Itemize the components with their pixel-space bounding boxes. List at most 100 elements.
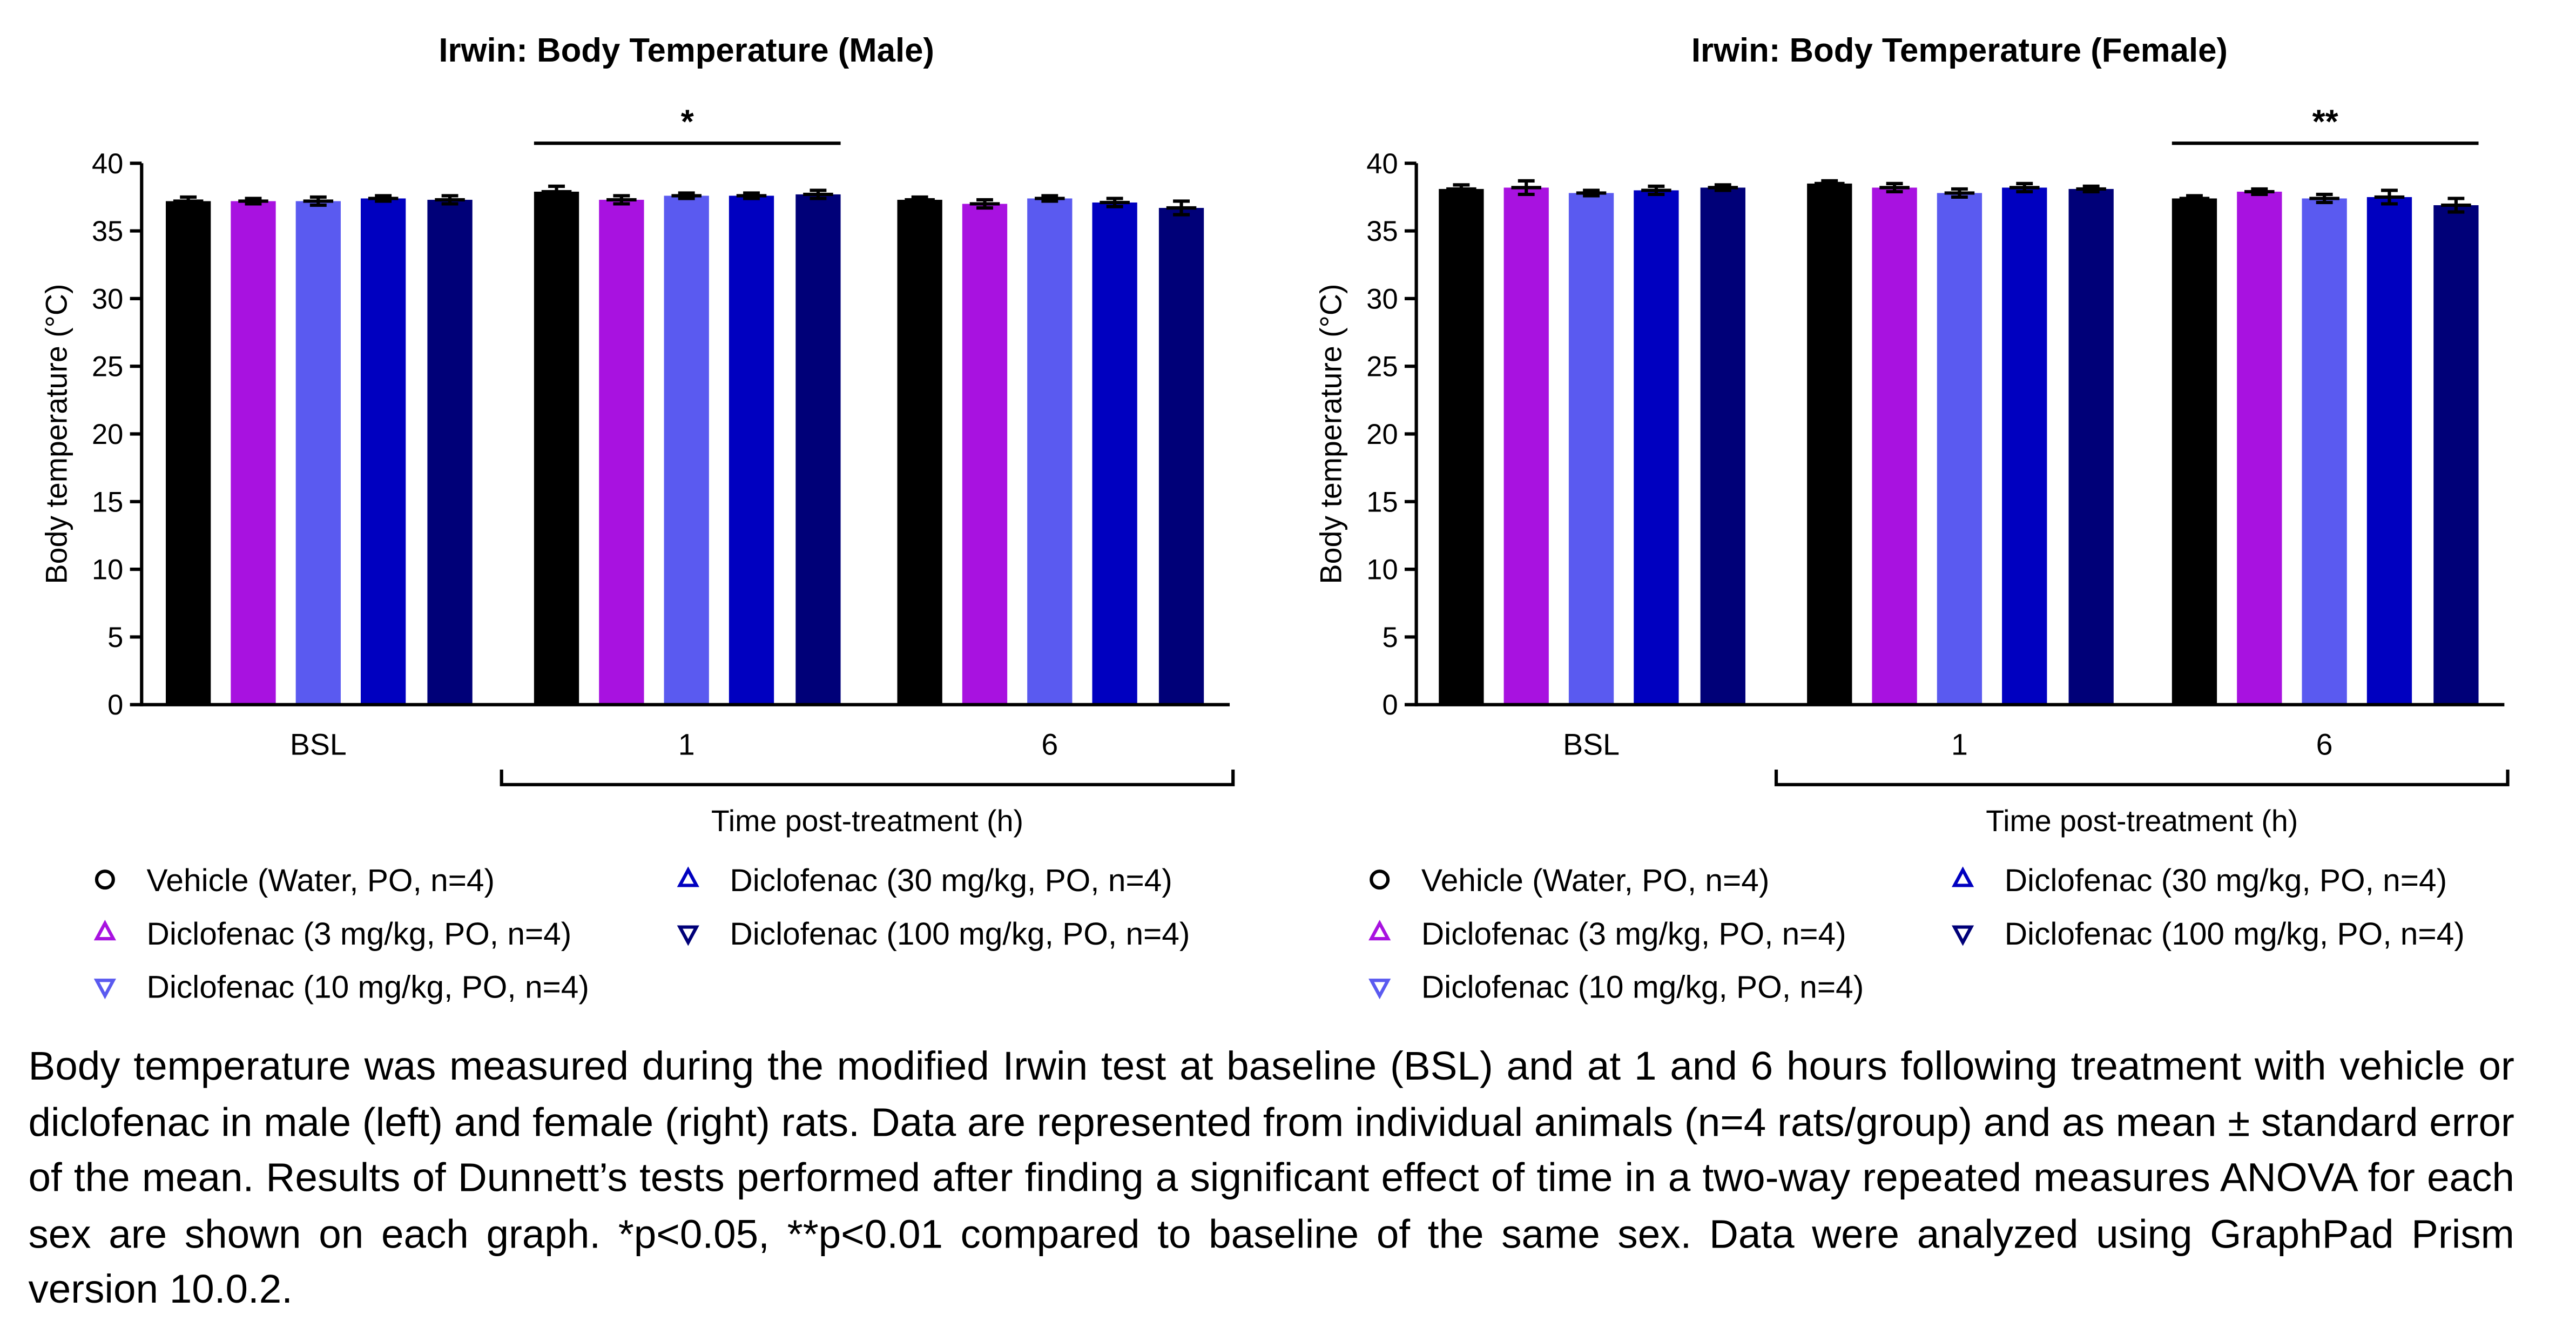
error-bar	[1576, 188, 1607, 198]
legend-label: Vehicle (Water, PO, n=4)	[147, 863, 495, 898]
bar	[2366, 197, 2412, 705]
bar	[1439, 188, 1484, 705]
error-bar	[435, 194, 465, 206]
bar	[599, 199, 644, 705]
error-bar	[1511, 179, 1541, 197]
chart-title: Irwin: Body Temperature (Male)	[439, 32, 934, 69]
error-bar	[2374, 188, 2405, 206]
legend-marker	[1951, 925, 1974, 946]
y-tick-label: 30	[1366, 284, 1398, 315]
bar	[534, 191, 579, 705]
bar	[729, 196, 774, 705]
y-tick-label: 25	[92, 352, 123, 383]
error-bar	[671, 191, 702, 200]
y-tick-label: 40	[1366, 149, 1398, 180]
axis-bracket	[500, 770, 1235, 786]
x-tick-label: 6	[2316, 727, 2333, 761]
bar	[360, 198, 406, 705]
axis-bracket	[1774, 770, 2510, 786]
error-bar	[1815, 179, 1845, 188]
legend-marker	[1951, 866, 1974, 887]
bar	[2433, 205, 2479, 705]
error-bar	[1446, 183, 1476, 195]
chart-area: Irwin: Body Temperature (Male) Body tempe…	[39, 32, 2510, 1005]
bar	[2237, 191, 2282, 705]
y-tick-label: 10	[92, 555, 123, 586]
error-bar	[736, 191, 767, 200]
error-bar	[1100, 197, 1130, 208]
y-tick-label: 40	[92, 149, 123, 180]
error-bar	[606, 194, 637, 206]
legend-marker	[93, 979, 116, 1000]
y-tick-label: 30	[92, 284, 123, 315]
y-tick-label: 10	[1366, 555, 1398, 586]
legend-marker	[677, 866, 699, 887]
error-bar	[541, 184, 572, 199]
bar	[1937, 193, 1982, 705]
bar	[1872, 187, 1917, 705]
y-axis-label: Body temperature (°C)	[1314, 284, 1348, 584]
legend-marker	[1370, 870, 1390, 890]
bar	[1700, 187, 1745, 705]
bar	[1503, 187, 1549, 705]
error-bar	[1879, 181, 1910, 193]
bar	[664, 196, 709, 705]
legend-label: Diclofenac (100 mg/kg, PO, n=4)	[2005, 916, 2465, 952]
x-tick-label: 6	[1041, 727, 1058, 761]
bar	[795, 194, 841, 705]
legend-label: Diclofenac (3 mg/kg, PO, n=4)	[147, 916, 572, 952]
y-tick-label: 25	[1366, 352, 1398, 383]
error-bar	[1035, 194, 1065, 203]
legend-marker	[1368, 920, 1391, 941]
error-bar	[1708, 183, 1738, 192]
bar	[427, 199, 473, 705]
y-axis-label: Body temperature (°C)	[39, 284, 73, 584]
significance-label: **	[2312, 104, 2338, 141]
bar	[1158, 207, 1204, 705]
bar	[1027, 198, 1073, 705]
y-tick-label: 0	[107, 690, 123, 721]
error-bar	[2009, 181, 2040, 193]
error-bar	[2244, 187, 2275, 197]
y-tick-label: 0	[1382, 690, 1398, 721]
bar	[2002, 187, 2047, 705]
legend-label: Diclofenac (100 mg/kg, PO, n=4)	[730, 916, 1190, 952]
legend-label: Diclofenac (10 mg/kg, PO, n=4)	[1421, 970, 1864, 1005]
bar	[962, 204, 1008, 705]
error-bar	[1166, 199, 1197, 217]
bar	[2068, 188, 2114, 705]
bar	[295, 201, 341, 705]
x-tick-label: 1	[678, 727, 695, 761]
error-bar	[2309, 192, 2339, 205]
x-axis-label: Time post-treatment (h)	[711, 804, 1023, 838]
error-bar	[238, 197, 268, 206]
caption: Body temperature was measured during the…	[28, 1044, 2514, 1313]
error-bar	[803, 188, 833, 200]
error-bar	[173, 195, 204, 207]
error-bar	[905, 195, 935, 205]
error-bar	[368, 194, 399, 203]
error-bar	[2441, 197, 2471, 214]
bar	[231, 201, 276, 705]
y-tick-label: 35	[92, 216, 123, 247]
bar	[1807, 183, 1852, 705]
error-bar	[2179, 194, 2210, 203]
bar	[165, 201, 211, 705]
error-bar	[303, 195, 334, 207]
bar	[1092, 202, 1137, 705]
error-bar	[969, 198, 1000, 210]
legend-marker	[95, 870, 115, 890]
error-bar	[2076, 184, 2106, 193]
bar	[897, 199, 942, 705]
y-tick-label: 15	[1366, 487, 1398, 518]
legend-label: Diclofenac (10 mg/kg, PO, n=4)	[147, 970, 589, 1005]
bar	[1568, 193, 1614, 705]
legend-marker	[677, 925, 699, 946]
legend-label: Diclofenac (30 mg/kg, PO, n=4)	[2005, 863, 2447, 898]
y-tick-label: 5	[1382, 622, 1398, 653]
x-tick-label: BSL	[1563, 727, 1620, 761]
y-tick-label: 20	[1366, 419, 1398, 450]
significance-label: *	[681, 104, 694, 141]
